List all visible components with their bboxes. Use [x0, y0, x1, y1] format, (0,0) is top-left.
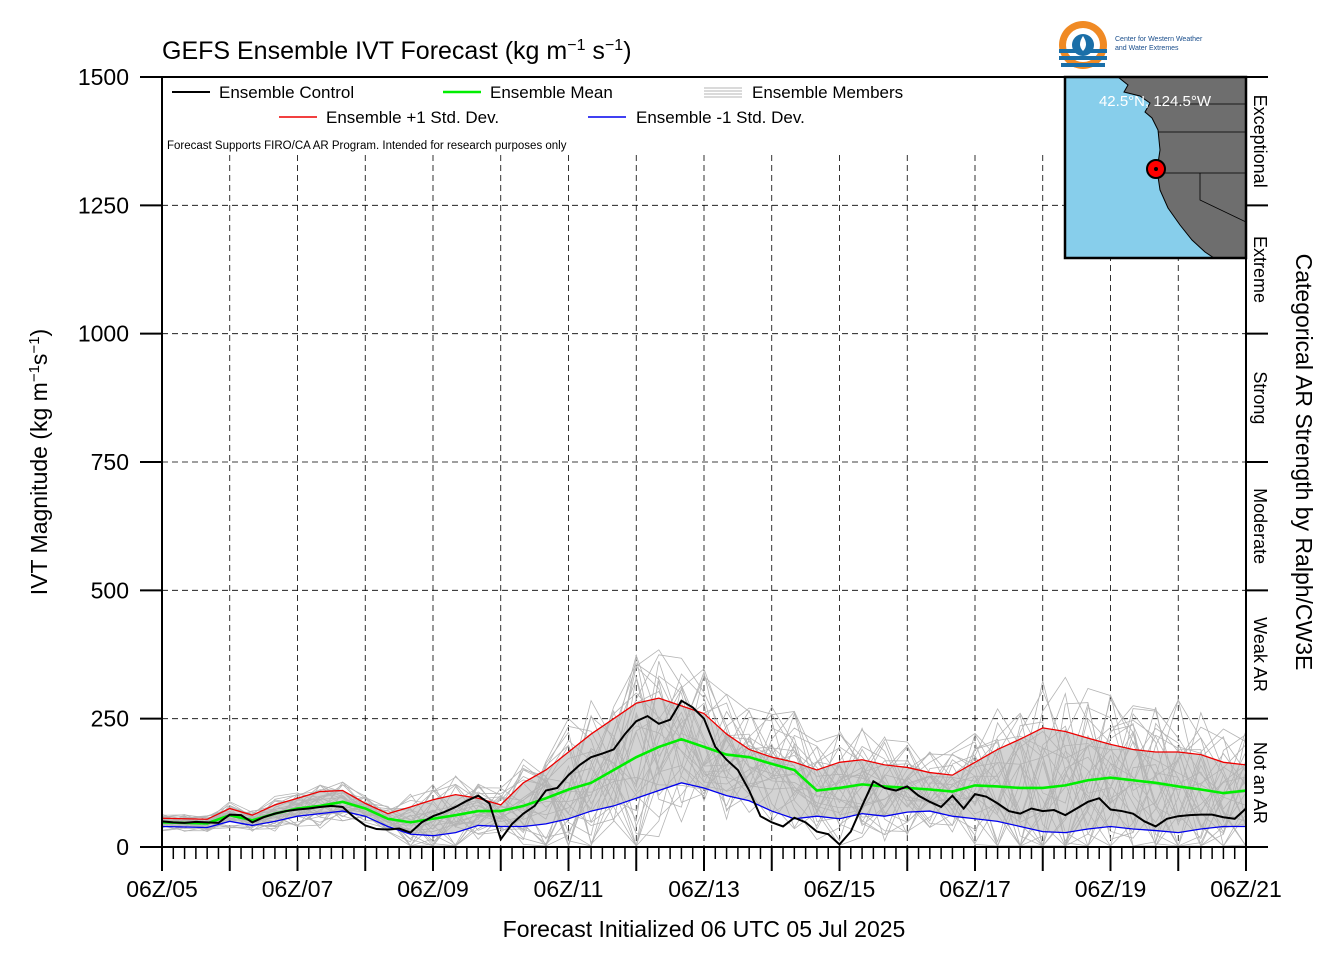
- y-axis-title: IVT Magnitude (kg m−1s−1): [26, 329, 52, 595]
- x-tick-label: 06Z/05: [126, 876, 198, 902]
- member-line: [162, 680, 1246, 847]
- x-axis: 06Z/05 06Z/07 06Z/09 06Z/11 06Z/13 06Z/15 06Z/…: [126, 847, 1282, 902]
- legend-members-swatch: [704, 87, 742, 98]
- category-label: Exceptional: [1250, 95, 1270, 188]
- member-line: [162, 676, 1246, 847]
- ensemble-mean-line: [162, 737, 1246, 825]
- y-tick-label: 1500: [78, 64, 129, 90]
- y-tick-label: 0: [116, 834, 129, 860]
- member-line: [162, 677, 1246, 847]
- legend-minus-std-label: Ensemble -1 Std. Dev.: [636, 108, 805, 127]
- member-line: [162, 689, 1246, 847]
- member-line: [162, 663, 1246, 847]
- x-tick-label: 06Z/13: [668, 876, 740, 902]
- category-label: Weak AR: [1250, 617, 1270, 692]
- member-line: [162, 654, 1246, 847]
- x-tick-label: 06Z/17: [939, 876, 1011, 902]
- minus-std-line: [162, 782, 1246, 837]
- legend-control-label: Ensemble Control: [219, 83, 354, 102]
- y-tick-label: 500: [91, 577, 129, 603]
- member-line: [162, 673, 1246, 846]
- member-line: [162, 670, 1246, 847]
- ar-strength-axis: Not an AR Weak AR Moderate Strong Extreme Exc…: [1246, 76, 1270, 848]
- x-tick-label: 06Z/09: [397, 876, 469, 902]
- x-tick-label: 06Z/21: [1210, 876, 1282, 902]
- ensemble-control-line: [162, 699, 1246, 846]
- grid-lines: [162, 155, 1246, 847]
- plus-std-line: [162, 697, 1246, 820]
- right-axis-title: Categorical AR Strength by Ralph/CW3E: [1291, 254, 1317, 671]
- legend-plus-std-label: Ensemble +1 Std. Dev.: [326, 108, 499, 127]
- location-inset-map: 42.5°N, 124.5°W: [1063, 75, 1248, 260]
- legend-mean-label: Ensemble Mean: [490, 83, 613, 102]
- member-line: [162, 675, 1246, 847]
- y-axis: 0 250 500 750 1000 1250 1500: [78, 64, 162, 860]
- chart-title: GEFS Ensemble IVT Forecast (kg m−1 s−1): [162, 37, 632, 65]
- member-line: [162, 676, 1246, 847]
- legend-members-label: Ensemble Members: [752, 83, 903, 102]
- x-axis-title: Forecast Initialized 06 UTC 05 Jul 2025: [503, 916, 906, 942]
- x-tick-label: 06Z/07: [262, 876, 334, 902]
- org-name-line2: and Water Extremes: [1115, 45, 1179, 52]
- member-line: [162, 657, 1246, 847]
- land-mass: [1116, 76, 1247, 259]
- category-label: Strong: [1250, 371, 1270, 424]
- y-tick-label: 1250: [78, 192, 129, 218]
- y-tick-label: 750: [91, 449, 129, 475]
- category-label: Moderate: [1250, 488, 1270, 564]
- water-drop-icon: [1080, 36, 1086, 51]
- x-tick-label: 06Z/15: [804, 876, 876, 902]
- member-line: [162, 725, 1246, 831]
- state-borders: [1158, 103, 1247, 223]
- y-tick-label: 250: [91, 706, 129, 732]
- category-label: Not an AR: [1250, 742, 1270, 824]
- x-tick-label: 06Z/19: [1075, 876, 1147, 902]
- member-line: [162, 690, 1246, 847]
- research-note: Forecast Supports FIRO/CA AR Program. In…: [167, 140, 567, 152]
- legend: Ensemble Control Ensemble Mean Ensemble …: [167, 83, 903, 152]
- category-label: Extreme: [1250, 236, 1270, 303]
- inset-coordinates: 42.5°N, 124.5°W: [1099, 93, 1212, 110]
- org-name-line1: Center for Western Weather: [1115, 36, 1203, 43]
- y-tick-label: 1000: [78, 321, 129, 347]
- x-tick-label: 06Z/11: [534, 876, 604, 902]
- cw3e-logo: Center for Western Weather and Water Ext…: [1059, 21, 1203, 69]
- member-line: [162, 680, 1246, 847]
- member-line: [162, 692, 1246, 847]
